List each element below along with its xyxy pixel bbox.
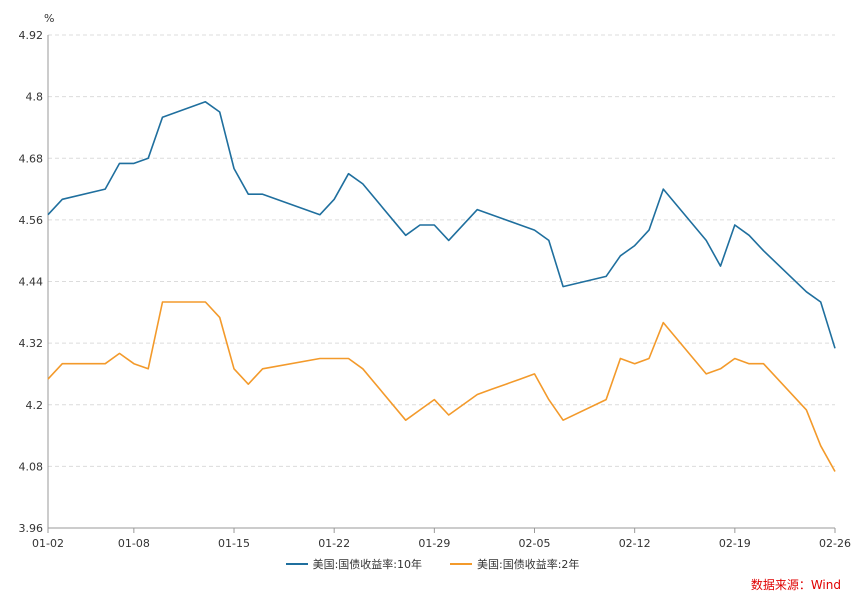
y-tick-label: 4.08 xyxy=(19,460,44,473)
x-tick-label: 01-15 xyxy=(218,537,250,550)
x-tick-label: 01-29 xyxy=(418,537,450,550)
y-tick-label: 4.92 xyxy=(19,29,44,42)
source-note: 数据来源：Wind xyxy=(750,578,841,592)
y-axis-unit-label: % xyxy=(44,12,54,25)
x-tick-label: 02-19 xyxy=(719,537,751,550)
axes xyxy=(47,35,836,533)
legend: 美国:国债收益率:10年 美国:国债收益率:2年 xyxy=(0,556,865,572)
y-tick-label: 4.44 xyxy=(19,276,44,289)
series-line-2y xyxy=(47,301,836,472)
legend-swatch-10y xyxy=(285,563,308,565)
legend-item-10y[interactable]: 美国:国债收益率:10年 xyxy=(285,556,422,572)
x-tick-label: 01-08 xyxy=(118,537,150,550)
series-lines xyxy=(47,101,836,472)
tick-labels: 4.92 4.8 4.68 4.56 4.44 4.32 4.2 4.08 3.96 01-02 0… xyxy=(19,29,851,550)
x-tick-label: 02-26 xyxy=(819,537,851,550)
y-tick-label: 4.2 xyxy=(26,399,44,412)
y-tick-label: 4.8 xyxy=(26,91,44,104)
legend-label-10y: 美国:国债收益率:10年 xyxy=(312,558,422,571)
x-tick-label: 01-22 xyxy=(318,537,350,550)
x-tick-label: 02-05 xyxy=(519,537,551,550)
legend-item-2y[interactable]: 美国:国债收益率:2年 xyxy=(450,556,579,572)
legend-swatch-2y xyxy=(450,563,472,565)
series-line-10y xyxy=(47,101,836,349)
y-tick-label: 4.32 xyxy=(19,337,44,350)
y-tick-label: 4.68 xyxy=(19,152,44,165)
y-tick-label: 3.96 xyxy=(19,522,44,535)
grid-lines xyxy=(48,34,835,467)
x-tick-label: 01-02 xyxy=(32,537,64,550)
x-tick-label: 02-12 xyxy=(619,537,651,550)
y-tick-label: 4.56 xyxy=(19,214,44,227)
legend-label-2y: 美国:国债收益率:2年 xyxy=(477,558,580,571)
